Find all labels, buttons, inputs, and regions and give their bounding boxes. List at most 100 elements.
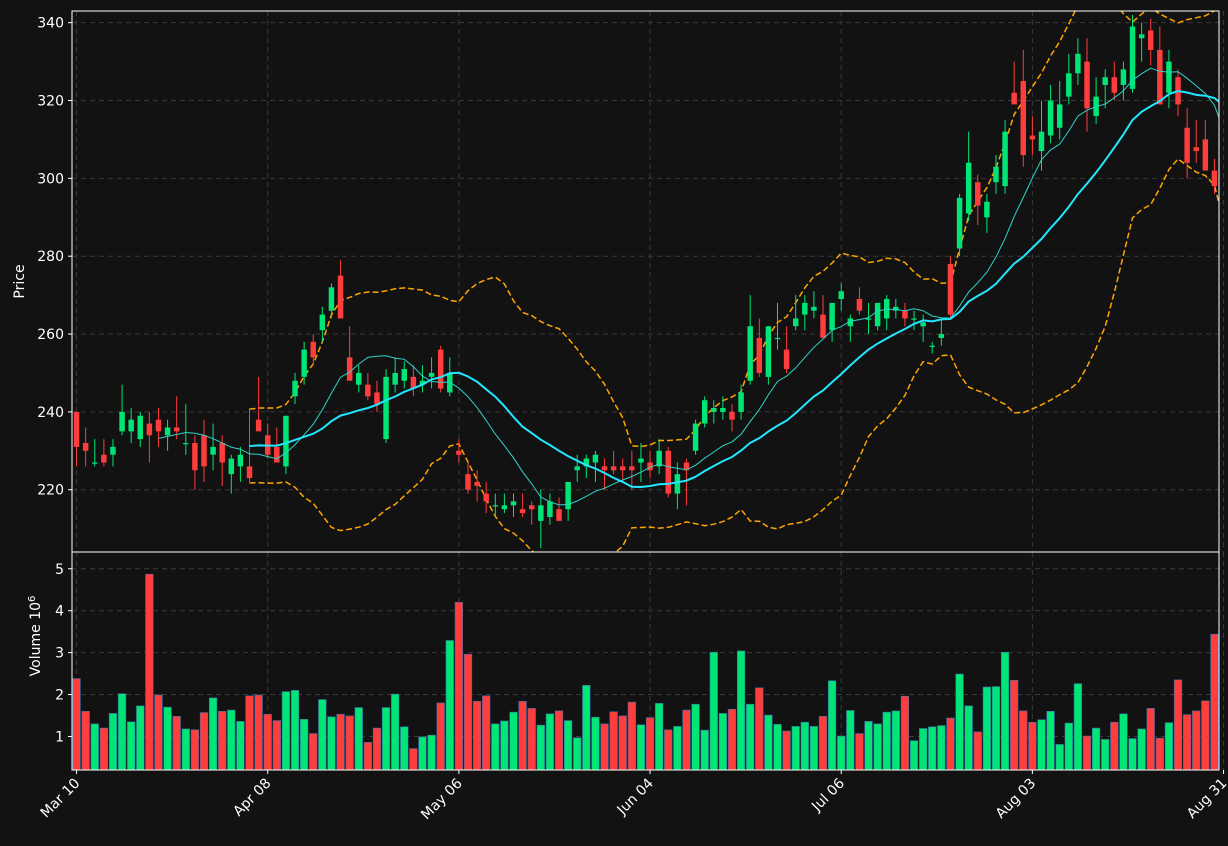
candle-body bbox=[957, 198, 962, 249]
volume-bar bbox=[501, 721, 509, 770]
volume-bar bbox=[528, 708, 536, 770]
volume-bar bbox=[983, 687, 991, 770]
candle-body bbox=[1084, 62, 1089, 109]
volume-bar bbox=[1211, 634, 1219, 770]
candle-body bbox=[720, 408, 725, 412]
candle-body bbox=[920, 322, 925, 326]
volume-bar bbox=[655, 703, 663, 770]
volume-bar bbox=[309, 734, 317, 770]
volume-bar bbox=[637, 725, 645, 770]
candle-body bbox=[1011, 93, 1016, 105]
volume-bar bbox=[646, 718, 654, 770]
candle-body bbox=[702, 400, 707, 423]
volume-bar bbox=[1083, 736, 1091, 770]
volume-bar bbox=[555, 711, 563, 770]
candle-body bbox=[820, 315, 825, 338]
volume-bar bbox=[728, 709, 736, 770]
volume-bar bbox=[537, 725, 545, 770]
volume-bar bbox=[564, 721, 572, 770]
volume-tick-label: 2 bbox=[55, 688, 64, 704]
candle-body bbox=[593, 455, 598, 463]
candle-body bbox=[1112, 77, 1117, 93]
volume-bar bbox=[783, 731, 791, 770]
candle-body bbox=[219, 443, 224, 462]
volume-bar bbox=[1110, 722, 1118, 770]
candle-body bbox=[666, 451, 671, 494]
volume-bar bbox=[382, 708, 390, 770]
volume-bar bbox=[765, 715, 773, 770]
candle-body bbox=[939, 334, 944, 338]
volume-bar bbox=[273, 721, 281, 770]
volume-bar bbox=[1010, 680, 1018, 770]
candle-body bbox=[1002, 132, 1007, 186]
volume-bar bbox=[664, 730, 672, 770]
volume-bar bbox=[573, 738, 581, 770]
volume-bar bbox=[337, 714, 345, 770]
volume-bar bbox=[965, 706, 973, 770]
volume-bar bbox=[856, 734, 864, 770]
volume-bar bbox=[919, 728, 927, 770]
volume-bar bbox=[947, 718, 955, 770]
volume-bar bbox=[701, 730, 709, 770]
price-axis-label: Price bbox=[12, 264, 28, 298]
volume-bar bbox=[464, 654, 472, 770]
volume-bar bbox=[373, 728, 381, 770]
volume-bar bbox=[1065, 723, 1073, 770]
volume-bar bbox=[755, 688, 763, 770]
volume-bar bbox=[182, 729, 190, 770]
volume-bar bbox=[200, 713, 208, 770]
volume-bar bbox=[328, 717, 336, 770]
candle-body bbox=[456, 451, 461, 455]
volume-bar bbox=[264, 714, 272, 770]
volume-bar bbox=[883, 712, 891, 770]
candle-body bbox=[1030, 136, 1035, 140]
volume-bar bbox=[346, 716, 354, 770]
volume-bar bbox=[1202, 701, 1210, 770]
candle-body bbox=[911, 318, 916, 319]
volume-bar bbox=[510, 712, 518, 770]
candle-body bbox=[374, 392, 379, 404]
candle-body bbox=[1057, 104, 1062, 127]
candle-body bbox=[110, 447, 115, 455]
candle-body bbox=[729, 412, 734, 420]
candle-body bbox=[347, 357, 352, 380]
candle-body bbox=[156, 420, 161, 432]
volume-bar bbox=[1120, 714, 1128, 770]
volume-bar bbox=[737, 651, 745, 770]
candle-body bbox=[338, 276, 343, 319]
candle-body bbox=[474, 482, 479, 486]
candle-body bbox=[875, 303, 880, 326]
candle-body bbox=[229, 459, 234, 475]
volume-bar bbox=[846, 710, 854, 770]
volume-bar bbox=[792, 726, 800, 770]
volume-tick-label: 4 bbox=[55, 604, 64, 620]
candle-body bbox=[538, 505, 543, 521]
price-tick-label: 340 bbox=[37, 16, 64, 32]
candle-body bbox=[320, 315, 325, 331]
candle-body bbox=[311, 342, 316, 358]
volume-bar bbox=[519, 701, 527, 770]
volume-bar bbox=[127, 722, 135, 770]
volume-bar bbox=[774, 724, 782, 770]
candle-body bbox=[1066, 73, 1071, 96]
volume-bar bbox=[109, 713, 117, 770]
candle-body bbox=[784, 350, 789, 369]
candle-body bbox=[1121, 69, 1126, 85]
volume-tick-label: 5 bbox=[55, 562, 64, 578]
volume-bar bbox=[1092, 728, 1100, 770]
volume-bar bbox=[164, 707, 172, 770]
candle-body bbox=[210, 447, 215, 455]
volume-bar bbox=[1147, 708, 1155, 770]
volume-bar bbox=[118, 694, 126, 770]
volume-bar bbox=[810, 726, 818, 770]
candle-body bbox=[1203, 139, 1208, 170]
volume-bar bbox=[1174, 680, 1182, 770]
volume-bar bbox=[209, 698, 217, 770]
candle-body bbox=[520, 509, 525, 513]
candle-body bbox=[966, 163, 971, 214]
candle-body bbox=[119, 412, 124, 431]
candle-body bbox=[493, 505, 498, 506]
volume-bar bbox=[173, 716, 181, 770]
